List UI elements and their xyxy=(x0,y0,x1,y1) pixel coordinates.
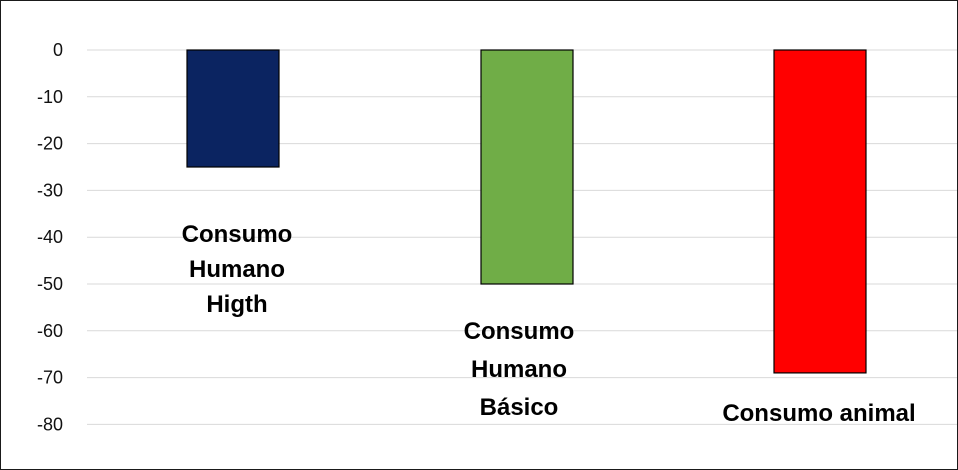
category-label-line: Humano xyxy=(189,256,285,283)
category-label-line: Higth xyxy=(206,291,267,318)
category-label: Consumo animal xyxy=(722,400,915,427)
y-axis-tick-labels: 0 -10 -20 -30 -40 -50 -60 -70 -80 xyxy=(37,40,63,434)
y-tick-label: 0 xyxy=(53,40,63,60)
bars xyxy=(186,49,867,374)
y-tick-label: -20 xyxy=(37,134,63,154)
bar xyxy=(480,49,574,285)
category-label-line: Consumo xyxy=(464,318,575,345)
category-label: Consumo Humano Higth xyxy=(182,221,293,318)
category-label-line: Consumo animal xyxy=(722,400,915,427)
bar xyxy=(773,49,867,374)
y-tick-label: -30 xyxy=(37,180,63,200)
y-tick-label: -70 xyxy=(37,368,63,388)
bar xyxy=(186,49,280,168)
category-label-line: Básico xyxy=(480,394,559,421)
category-label-line: Consumo xyxy=(182,221,293,248)
y-tick-label: -10 xyxy=(37,87,63,107)
category-label: Consumo Humano Básico xyxy=(464,318,575,421)
y-tick-label: -80 xyxy=(37,414,63,434)
y-tick-label: -40 xyxy=(37,227,63,247)
category-label-line: Humano xyxy=(471,356,567,383)
y-tick-label: -50 xyxy=(37,274,63,294)
y-tick-label: -60 xyxy=(37,321,63,341)
